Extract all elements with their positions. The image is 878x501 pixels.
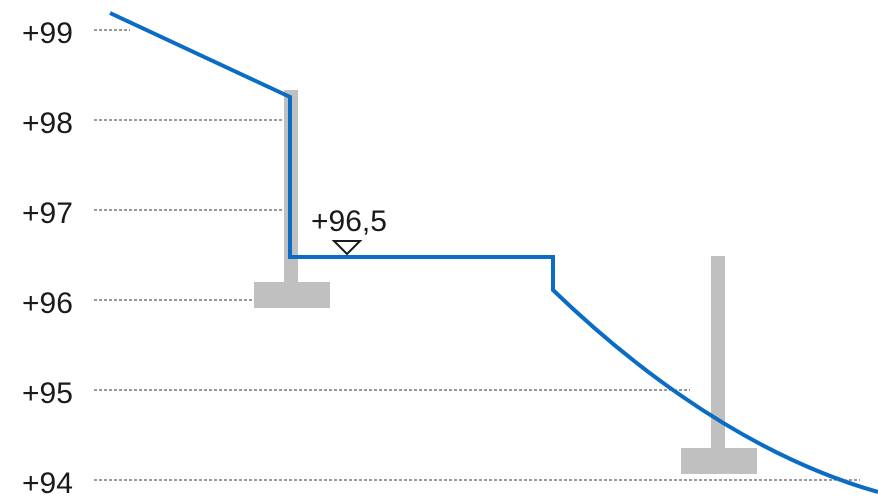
right-wall-footing — [681, 448, 757, 474]
level-label-98: +98 — [22, 107, 73, 140]
terrain-profile-line — [109, 11, 878, 494]
water-level-marker-icon — [331, 240, 363, 256]
level-label-94: +94 — [22, 467, 73, 500]
left-wall-footing — [254, 282, 330, 308]
level-label-96: +96 — [22, 287, 73, 320]
water-level-label: +96,5 — [311, 205, 387, 238]
level-label-99: +99 — [22, 17, 73, 50]
right-wall-stem — [711, 256, 725, 456]
right-retaining-wall — [681, 256, 757, 474]
level-label-97: +97 — [22, 197, 73, 230]
level-label-95: +95 — [22, 377, 73, 410]
